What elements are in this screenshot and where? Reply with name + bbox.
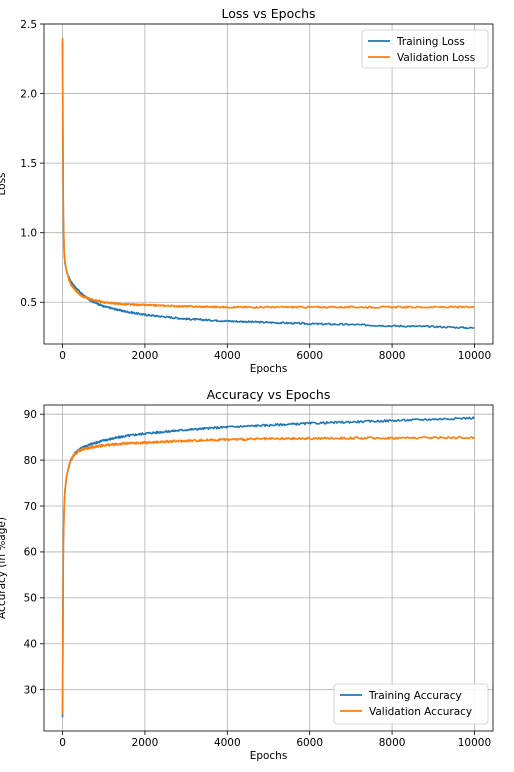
x-tick-label: 8000 xyxy=(379,350,406,362)
x-axis-label: Epochs xyxy=(250,363,288,375)
series-line-validation-accuracy xyxy=(61,435,475,716)
series-line-validation-loss xyxy=(61,37,475,309)
legend-label: Validation Loss xyxy=(397,52,475,64)
loss-chart: 0 2000 4000 6000 8000 10000 0.5 1.0 1.5 2.0 2.5 Los… xyxy=(0,6,494,375)
x-tick-label: 4000 xyxy=(214,350,241,362)
x-tick-label: 0 xyxy=(59,737,66,749)
legend: Training Loss Validation Loss xyxy=(361,29,489,69)
legend-box xyxy=(333,683,489,725)
accuracy-chart: 0 2000 4000 6000 8000 10000 30 40 50 60 70 80 90 Accu… xyxy=(0,387,494,762)
legend-label: Validation Accuracy xyxy=(369,706,472,718)
x-tick-label: 10000 xyxy=(458,737,491,749)
x-tick-label: 0 xyxy=(59,350,66,362)
grid xyxy=(44,405,493,731)
y-tick-label: 2.5 xyxy=(20,19,37,31)
series-line-training-loss xyxy=(61,39,475,330)
y-tick-label: 0.5 xyxy=(20,297,37,309)
y-tick-label: 70 xyxy=(24,501,37,513)
x-axis-label: Epochs xyxy=(250,750,288,762)
y-tick-label: 1.0 xyxy=(20,227,37,239)
legend: Training Accuracy Validation Accuracy xyxy=(333,683,489,725)
y-tick-label: 80 xyxy=(24,455,37,467)
grid xyxy=(44,23,493,344)
plot-frame xyxy=(43,404,494,732)
x-tick-label: 4000 xyxy=(214,737,241,749)
x-tick-label: 8000 xyxy=(379,737,406,749)
y-tick-label: 40 xyxy=(24,639,37,651)
y-tick-label: 60 xyxy=(24,547,37,559)
legend-label: Training Loss xyxy=(396,36,465,48)
y-tick-label: 90 xyxy=(24,409,37,421)
chart-title: Loss vs Epochs xyxy=(221,6,315,21)
series-line-training-accuracy xyxy=(61,416,476,718)
x-tick-label: 2000 xyxy=(132,737,159,749)
x-tick-label: 10000 xyxy=(458,350,491,362)
x-tick-label: 6000 xyxy=(296,737,323,749)
x-tick-label: 2000 xyxy=(132,350,159,362)
y-axis-label: Loss xyxy=(0,172,8,195)
x-tick-label: 6000 xyxy=(296,350,323,362)
y-tick-label: 30 xyxy=(24,684,37,696)
legend-box xyxy=(361,29,489,69)
chart-title: Accuracy vs Epochs xyxy=(207,387,331,402)
y-axis-label: Accuracy (in %age) xyxy=(0,517,8,619)
plot-frame xyxy=(43,23,494,345)
y-tick-label: 2.0 xyxy=(20,88,37,100)
y-tick-label: 1.5 xyxy=(20,158,37,170)
legend-label: Training Accuracy xyxy=(368,690,462,702)
y-tick-label: 50 xyxy=(24,593,37,605)
